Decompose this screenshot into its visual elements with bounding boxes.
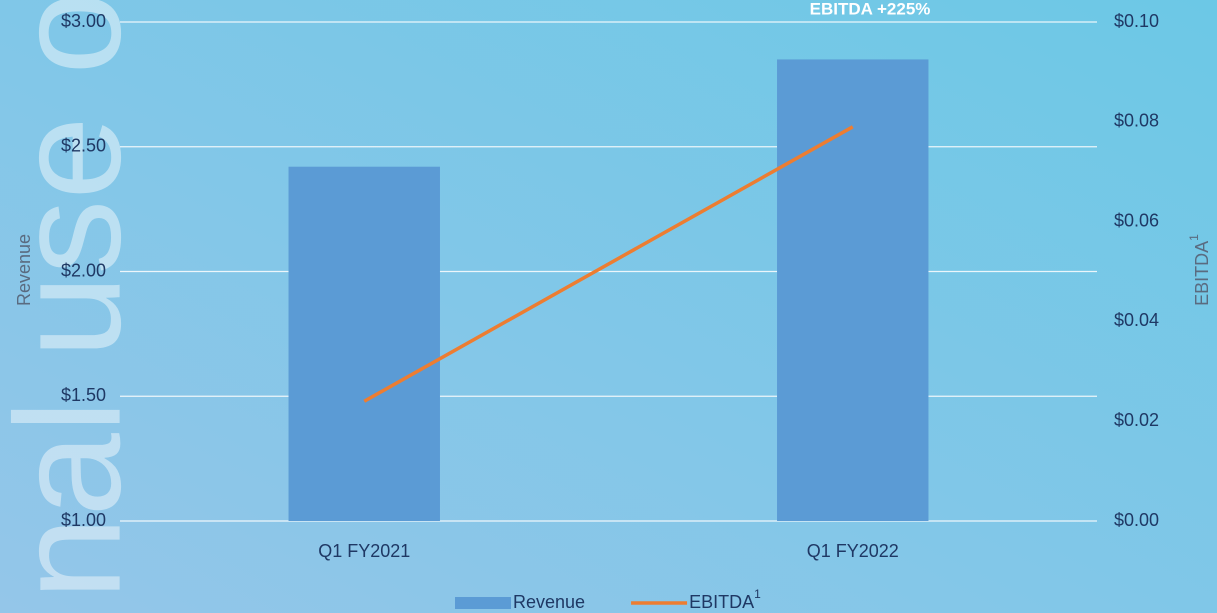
y2-tick-label: $0.00 bbox=[1114, 510, 1159, 530]
x-tick-label: Q1 FY2022 bbox=[807, 541, 899, 561]
y-tick-label: $1.00 bbox=[61, 510, 106, 530]
watermark: nal use o bbox=[0, 0, 152, 600]
annotation: EBITDA +225% bbox=[810, 0, 931, 18]
bar bbox=[288, 166, 440, 521]
legend-label-text: Revenue bbox=[513, 592, 585, 612]
bar bbox=[777, 59, 929, 522]
y2-tick-label: $0.04 bbox=[1114, 310, 1159, 330]
legend-label-superscript: 1 bbox=[754, 587, 761, 601]
legend-swatch bbox=[455, 597, 511, 609]
y2-tick-label: $0.02 bbox=[1114, 410, 1159, 430]
y-tick-label: $3.00 bbox=[61, 11, 106, 31]
y-tick-label: $2.50 bbox=[61, 136, 106, 156]
y2-axis-label-text: EBITDA bbox=[1192, 241, 1212, 306]
y2-tick-label: $0.10 bbox=[1114, 11, 1159, 31]
y2-axis-label-superscript: 1 bbox=[1187, 234, 1201, 241]
y2-tick-label: $0.08 bbox=[1114, 111, 1159, 131]
y-tick-label: $1.50 bbox=[61, 385, 106, 405]
y2-axis-label: EBITDA1 bbox=[1187, 234, 1212, 306]
y-axis-label: Revenue bbox=[14, 234, 34, 306]
legend-label: EBITDA1 bbox=[689, 587, 761, 612]
legend-label: Revenue bbox=[513, 592, 585, 612]
x-tick-label: Q1 FY2021 bbox=[318, 541, 410, 561]
y2-tick-label: $0.06 bbox=[1114, 210, 1159, 230]
line bbox=[363, 125, 854, 403]
y-tick-label: $2.00 bbox=[61, 260, 106, 280]
legend-label-text: EBITDA bbox=[689, 592, 754, 612]
